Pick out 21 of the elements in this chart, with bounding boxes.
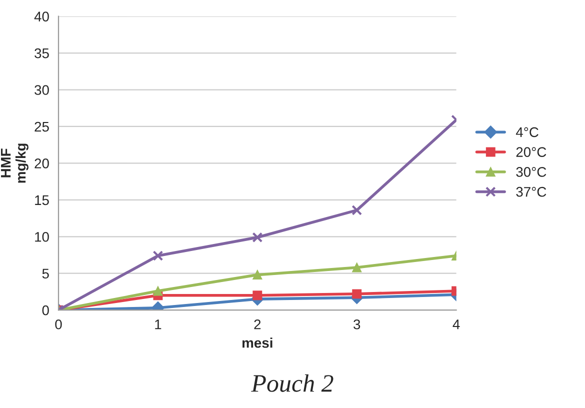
legend-label: 30°C: [516, 167, 546, 177]
y-tick-label: 30: [34, 85, 49, 95]
x-tick-label: 3: [354, 319, 360, 330]
y-tick-label: 40: [34, 12, 49, 22]
y-tick-label: 10: [35, 232, 49, 242]
x-tick-label: 2: [254, 319, 261, 330]
y-tick-label: 25: [34, 122, 49, 132]
legend-label: 4°C: [516, 127, 538, 138]
x-tick-label: 0: [55, 319, 62, 330]
x-axis-title: mesi: [242, 338, 272, 348]
legend-label: 20°C: [516, 147, 546, 157]
y-tick-label: 20: [34, 158, 49, 168]
x-tick-label: 1: [155, 320, 162, 330]
y-axis-title: HMF mg/kg: [1, 144, 28, 183]
legend-label: 37°C: [516, 186, 546, 197]
y-tick-label: 0: [42, 305, 49, 316]
y-tick-label: 15: [35, 195, 49, 206]
y-tick-label: 35: [34, 48, 49, 58]
x-tick-label: 4: [452, 320, 460, 330]
text: Pouch 2: [251, 374, 334, 392]
y-tick-label: 5: [42, 268, 49, 279]
